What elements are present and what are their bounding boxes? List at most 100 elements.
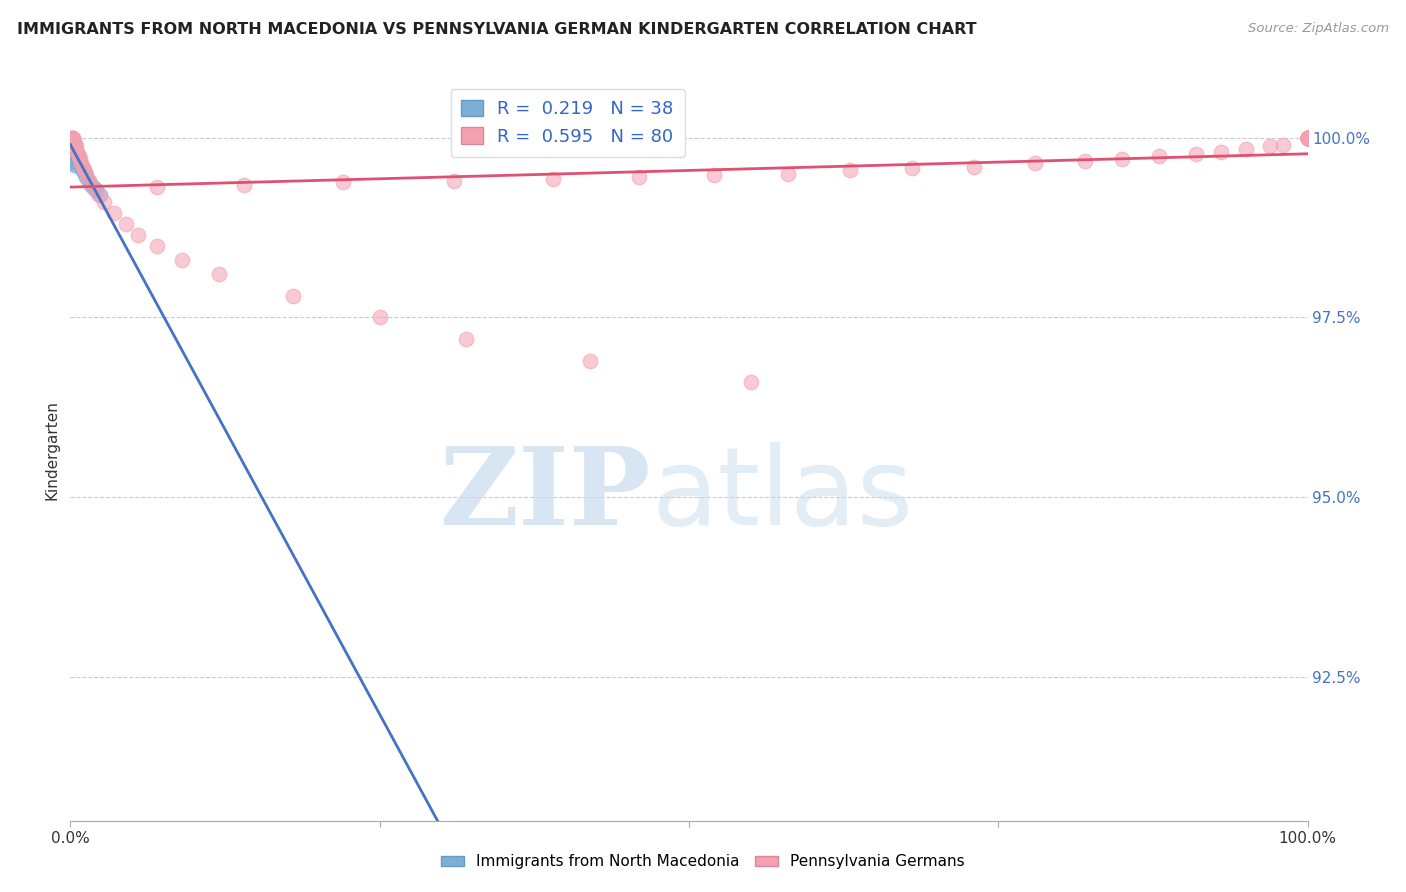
Point [900, 161, 922, 175]
Point [62, 134, 84, 148]
Point [77, 174, 100, 188]
Point [368, 310, 391, 325]
Text: atlas: atlas [652, 442, 914, 548]
Point [1296, 130, 1319, 145]
Point [1296, 130, 1319, 145]
Point [1296, 130, 1319, 145]
Point [70, 156, 93, 170]
Point [66, 146, 89, 161]
Point [962, 160, 984, 174]
Point [62, 130, 84, 145]
Point [208, 268, 231, 282]
Point [62, 156, 84, 170]
Point [66, 153, 89, 167]
Point [1111, 153, 1133, 167]
Point [67, 149, 90, 163]
Point [1074, 153, 1097, 168]
Point [1296, 130, 1319, 145]
Point [62, 134, 84, 148]
Point [63, 158, 86, 172]
Point [1185, 146, 1208, 161]
Point [1296, 130, 1319, 145]
Point [1296, 130, 1319, 145]
Text: Source: ZipAtlas.com: Source: ZipAtlas.com [1249, 22, 1389, 36]
Point [65, 142, 87, 156]
Point [1209, 145, 1232, 160]
Point [443, 174, 465, 188]
Point [1260, 139, 1282, 153]
Point [75, 170, 97, 185]
Point [83, 181, 105, 195]
Point [1234, 142, 1257, 156]
Point [232, 178, 254, 192]
Point [73, 165, 96, 179]
Point [84, 182, 107, 196]
Point [69, 158, 91, 172]
Point [1296, 130, 1319, 145]
Point [60, 142, 83, 156]
Point [146, 238, 169, 252]
Point [1296, 130, 1319, 145]
Point [628, 170, 651, 185]
Point [63, 145, 86, 160]
Point [456, 332, 478, 346]
Point [332, 175, 354, 189]
Point [66, 149, 89, 163]
Point [72, 160, 94, 174]
Point [1271, 138, 1294, 153]
Point [703, 168, 725, 182]
Point [70, 161, 93, 175]
Point [62, 153, 84, 168]
Legend: R =  0.219   N = 38, R =  0.595   N = 80: R = 0.219 N = 38, R = 0.595 N = 80 [450, 89, 685, 156]
Point [75, 167, 97, 181]
Point [60, 139, 83, 153]
Point [146, 179, 169, 194]
Legend: Immigrants from North Macedonia, Pennsylvania Germans: Immigrants from North Macedonia, Pennsyl… [434, 848, 972, 875]
Point [67, 153, 90, 168]
Point [776, 167, 799, 181]
Point [65, 145, 87, 160]
Point [72, 163, 94, 178]
Point [1296, 130, 1319, 145]
Point [1296, 130, 1319, 145]
Point [1296, 130, 1319, 145]
Point [838, 163, 860, 178]
Point [60, 151, 83, 165]
Point [62, 132, 84, 146]
Text: ZIP: ZIP [440, 442, 652, 548]
Point [1296, 130, 1319, 145]
Point [60, 136, 83, 151]
Point [1296, 130, 1319, 145]
Y-axis label: Kindergarten: Kindergarten [44, 401, 59, 500]
Point [60, 145, 83, 160]
Point [62, 132, 84, 146]
Point [541, 172, 564, 186]
Point [281, 289, 304, 303]
Point [60, 130, 83, 145]
Point [75, 167, 97, 181]
Point [1296, 130, 1319, 145]
Point [1296, 130, 1319, 145]
Point [115, 217, 138, 231]
Point [77, 174, 100, 188]
Point [60, 132, 83, 146]
Point [62, 138, 84, 153]
Point [82, 179, 104, 194]
Point [69, 153, 91, 167]
Point [1296, 130, 1319, 145]
Point [65, 142, 87, 156]
Point [1296, 130, 1319, 145]
Point [65, 138, 87, 153]
Point [1024, 156, 1046, 170]
Point [63, 136, 86, 151]
Point [63, 139, 86, 153]
Point [62, 138, 84, 153]
Point [93, 195, 115, 210]
Point [103, 206, 125, 220]
Point [63, 139, 86, 153]
Point [65, 144, 87, 158]
Point [127, 227, 149, 242]
Point [170, 252, 193, 267]
Point [60, 134, 83, 148]
Point [63, 136, 86, 151]
